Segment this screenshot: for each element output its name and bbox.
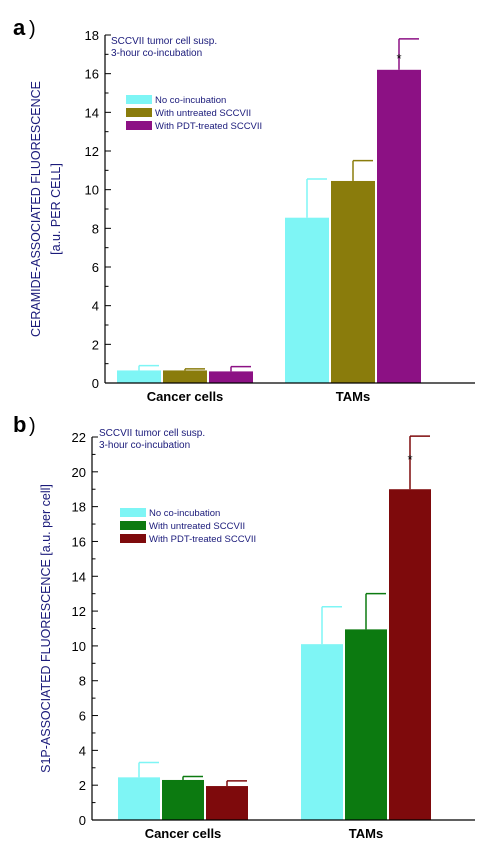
- panel-b-legend-label: With untreated SCCVII: [149, 521, 245, 532]
- panel-a-ytick-label: 0: [92, 376, 99, 391]
- panel-b-paren: ): [29, 415, 36, 437]
- panel-a-letter: a: [13, 15, 26, 40]
- panel-a-bar: [163, 370, 207, 383]
- panel-b-ytick-label: 20: [72, 465, 86, 480]
- panel-b-letter: b: [13, 412, 26, 437]
- panel-a-ytick-label: 12: [85, 144, 99, 159]
- panel-b-bar: [345, 629, 387, 820]
- panel-b-annotation: SCCVII tumor cell susp.: [99, 428, 205, 439]
- panel-b-ytick-label: 4: [79, 743, 86, 758]
- panel-b-bar: [118, 777, 160, 820]
- panel-a-bar: [117, 370, 161, 383]
- panel-a-legend-label: With PDT-treated SCCVII: [155, 121, 262, 132]
- panel-b-ytick-label: 8: [79, 674, 86, 689]
- panel-b-ytick-label: 6: [79, 709, 86, 724]
- panel-b-bar: [301, 644, 343, 820]
- panel-b-chart: b ) 0 2 4 6 8 10 12 14 16 18 20 22 * Cancer cells TAMs…: [13, 412, 475, 841]
- panel-a-category-label: TAMs: [336, 389, 370, 404]
- panel-b-ytick-label: 16: [72, 534, 86, 549]
- panel-a-bar: [285, 217, 329, 383]
- panel-a-legend-label: With untreated SCCVII: [155, 108, 251, 119]
- panel-a-y-axis-title: CERAMIDE-ASSOCIATED FLUORESCENCE: [29, 81, 43, 337]
- panel-a-ytick-label: 4: [92, 299, 99, 314]
- panel-a-bar: [377, 69, 421, 384]
- panel-b-legend-label: No co-incubation: [149, 508, 220, 519]
- panel-b-legend-swatch: [120, 521, 146, 530]
- panel-b-ytick-label: 10: [72, 639, 86, 654]
- panel-a-significance-mark: *: [396, 51, 401, 66]
- panel-b-category-label: TAMs: [349, 826, 383, 841]
- panel-b-ytick-label: 22: [72, 430, 86, 445]
- panel-b-ytick-label: 12: [72, 604, 86, 619]
- panel-a-ytick-label: 16: [85, 67, 99, 82]
- panel-a-legend-swatch: [126, 95, 152, 104]
- panel-b-ytick-label: 14: [72, 569, 86, 584]
- panel-b-legend-swatch: [120, 534, 146, 543]
- panel-a-ytick-label: 14: [85, 105, 99, 120]
- panel-b-significance-mark: *: [407, 452, 412, 467]
- panel-a-paren: ): [29, 18, 36, 40]
- panel-a-ytick-label: 18: [85, 28, 99, 43]
- panel-a-y-axis-title: [a.u. PER CELL]: [49, 163, 63, 255]
- panel-a-annotation: SCCVII tumor cell susp.: [111, 36, 217, 47]
- panel-a-legend-label: No co-incubation: [155, 95, 226, 106]
- panel-b-y-axis-title: S1P-ASSOCIATED FLUORESCENCE [a.u. per ce…: [39, 484, 53, 773]
- panel-b-bar: [162, 779, 204, 820]
- panel-a-bar: [331, 180, 375, 383]
- panel-b-ytick-label: 2: [79, 778, 86, 793]
- panel-b-ytick-label: 0: [79, 813, 86, 828]
- panel-b-ytick-label: 18: [72, 500, 86, 515]
- panel-b-legend-label: With PDT-treated SCCVII: [149, 534, 256, 545]
- panel-a-chart: a ) 0 2 4 6 8 10 12 14 16 18 * Cancer cells TAMs CERA…: [13, 15, 475, 404]
- panel-a-category-label: Cancer cells: [147, 389, 224, 404]
- panel-a-legend-swatch: [126, 108, 152, 117]
- panel-b-legend-swatch: [120, 508, 146, 517]
- panel-a-ytick-label: 10: [85, 183, 99, 198]
- panel-a-bar: [209, 371, 253, 383]
- panel-b-category-label: Cancer cells: [145, 826, 222, 841]
- panel-b-annotation: 3-hour co-incubation: [99, 440, 190, 451]
- panel-a-legend-swatch: [126, 121, 152, 130]
- panel-b-bar: [389, 489, 431, 820]
- panel-a-ytick-label: 6: [92, 260, 99, 275]
- panel-a-annotation: 3-hour co-incubation: [111, 48, 202, 59]
- panel-a-ytick-label: 2: [92, 337, 99, 352]
- panel-b-bar: [206, 786, 248, 820]
- panel-a-ytick-label: 8: [92, 221, 99, 236]
